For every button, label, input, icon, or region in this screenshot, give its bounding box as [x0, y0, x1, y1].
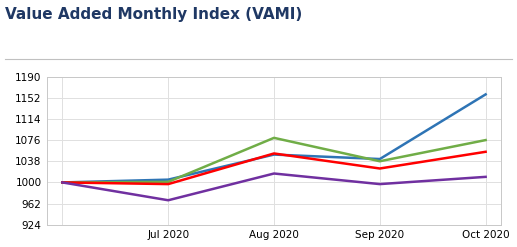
Text: Value Added Monthly Index (VAMI): Value Added Monthly Index (VAMI) [5, 7, 302, 22]
